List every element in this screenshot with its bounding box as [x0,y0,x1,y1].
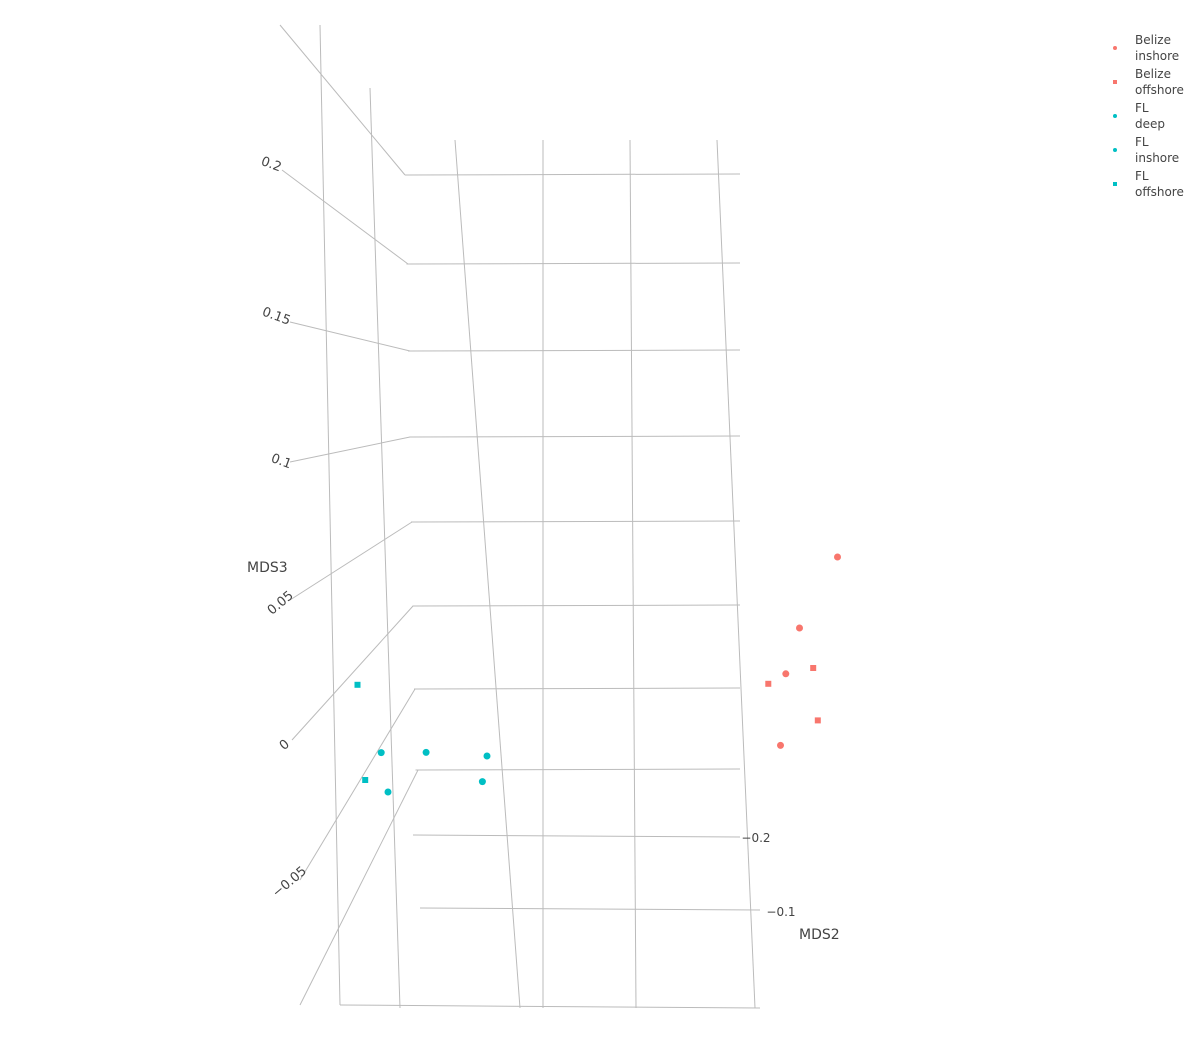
legend-label: deep [1135,117,1165,131]
data-point-circle [483,752,491,760]
data-point-square [810,665,817,671]
grid-line-diagonal [291,605,414,741]
grid-line-horizontal [409,435,741,438]
grid-line-horizontal [410,520,741,523]
data-point-circle [796,624,803,632]
legend-label: Belize [1135,33,1171,47]
legend-marker-square [1113,182,1117,186]
data-point-circle [782,670,790,678]
legend-label: Belize [1135,67,1171,81]
grid-line-diagonal [289,521,413,601]
data-point-circle [478,778,486,786]
grid-line-diagonal [281,169,409,265]
legend-label: offshore [1135,83,1184,97]
z-tick-label: −0.05 [270,864,310,901]
data-point-circle [377,749,385,757]
legend-label: FL [1135,169,1149,183]
legend-marker-circle [1113,114,1117,118]
axis-grid: 0.2 0.15 0.1 0.05 0 −0.05 −0.2 −0.1 [259,24,796,1009]
grid-line-diagonal [279,24,406,176]
data-point-circle [777,741,784,749]
floor-line [339,1004,761,1009]
legend-label: offshore [1135,185,1184,199]
grid-line-vertical [319,24,341,1006]
data-point-square [814,717,821,724]
y-tick-label: −0.2 [741,831,770,845]
data-point-circle [384,788,392,796]
data-points [354,553,841,796]
z-tick-label: 0.2 [259,154,284,175]
data-point-square [362,777,369,783]
legend-label: FL [1135,101,1149,115]
legend-marker-circle [1113,148,1117,152]
grid-line-horizontal [407,349,741,352]
floor-line [412,834,741,838]
grid-line-diagonal [299,688,416,881]
grid-line-diagonal [289,436,411,463]
legend-label: inshore [1135,49,1179,63]
z-axis-title: MDS3 [247,560,288,576]
z-tick-label: 0 [277,737,293,754]
grid-line-horizontal [404,173,741,176]
data-point-circle [422,748,430,756]
z-tick-label: 0.15 [260,305,292,329]
legend-marker-circle [1113,46,1117,50]
floor-line [419,907,761,911]
grid-line-vertical [454,139,521,1009]
grid-line-vertical [716,139,756,1009]
y-tick-label: −0.1 [766,905,795,919]
grid-line-diagonal [289,321,411,352]
z-tick-label: 0.05 [265,588,297,618]
grid-line-horizontal [412,604,741,607]
legend-label: inshore [1135,151,1179,165]
grid-line-horizontal [406,262,741,265]
data-point-square [765,680,772,687]
grid-line-horizontal [413,687,741,690]
grid-line-diagonal [299,769,419,1006]
z-tick-label: 0.1 [269,451,294,472]
legend-label: FL [1135,135,1149,149]
data-point-square [354,681,361,688]
axis-labels: MDS3 MDS2 [247,560,840,943]
legend[interactable]: Belize inshore Belize offshore FL deep FL insho… [1113,33,1184,199]
grid-line-horizontal [415,768,741,771]
legend-marker-square [1113,80,1117,84]
y-axis-title: MDS2 [799,927,840,943]
data-point-circle [834,553,841,561]
grid-line-vertical [369,87,401,1009]
grid-line-vertical [629,139,637,1009]
